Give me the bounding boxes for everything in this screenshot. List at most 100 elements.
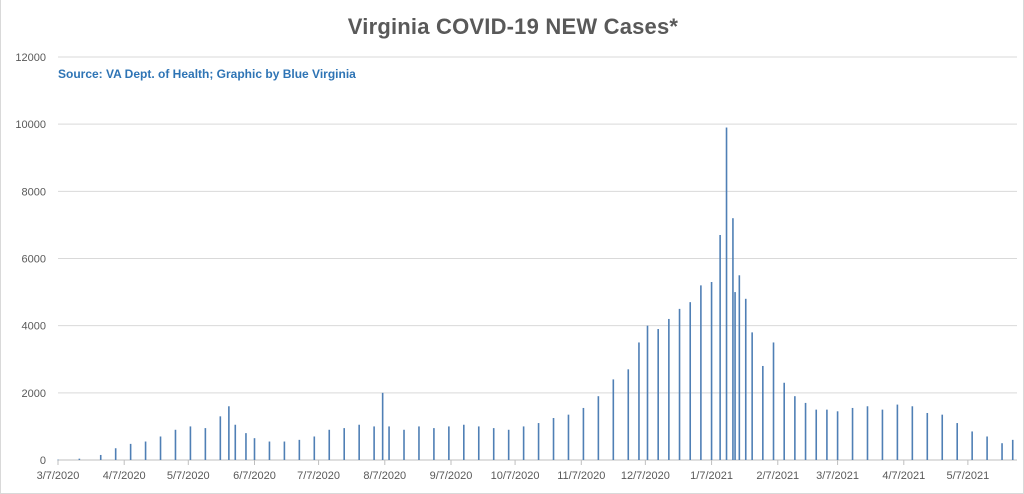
- bar: [358, 424, 360, 460]
- bar: [738, 275, 741, 460]
- bar: [734, 292, 736, 460]
- x-tick-label: 4/7/2021: [882, 470, 925, 482]
- bar: [986, 436, 988, 460]
- bar: [926, 412, 929, 460]
- bar: [710, 282, 713, 460]
- bar: [762, 365, 764, 460]
- x-tick-label: 10/7/2020: [491, 470, 540, 482]
- bar: [144, 441, 147, 460]
- bar: [794, 396, 796, 460]
- bar: [298, 439, 301, 460]
- bar: [744, 298, 747, 460]
- bar: [911, 406, 914, 460]
- x-tick-label: 6/7/2020: [233, 470, 276, 482]
- source-note: Source: VA Dept. of Health; Graphic by B…: [58, 67, 356, 81]
- bar: [174, 429, 177, 460]
- bar: [245, 433, 247, 460]
- x-tick-label: 12/7/2020: [621, 470, 670, 482]
- bar: [228, 406, 230, 460]
- bar: [638, 342, 640, 460]
- bar: [189, 426, 192, 460]
- bar: [219, 416, 222, 460]
- bar: [732, 218, 734, 460]
- bar: [283, 441, 286, 460]
- bar: [896, 404, 899, 460]
- bar: [826, 409, 828, 461]
- bar: [582, 407, 585, 460]
- bar: [725, 127, 728, 460]
- bar: [719, 234, 721, 460]
- bar: [268, 441, 271, 460]
- bar: [804, 402, 807, 460]
- bar: [881, 409, 884, 461]
- bar: [646, 325, 649, 460]
- x-tick-label: 3/7/2021: [816, 470, 859, 482]
- bar: [971, 431, 973, 460]
- bar: [381, 392, 384, 460]
- x-tick-label: 11/7/2020: [557, 470, 605, 482]
- bar: [567, 414, 570, 460]
- bar: [627, 369, 630, 460]
- bar: [678, 308, 681, 461]
- bar: [129, 443, 132, 460]
- bar: [492, 428, 495, 460]
- bar: [836, 411, 839, 460]
- y-tick-label: 12000: [15, 52, 46, 64]
- bar: [433, 428, 435, 460]
- y-tick-label: 8000: [22, 186, 46, 198]
- x-tick-label: 3/7/2020: [37, 470, 80, 482]
- bar: [689, 302, 692, 460]
- bar: [114, 448, 117, 460]
- bar: [522, 426, 525, 460]
- bar: [507, 429, 510, 460]
- bar: [851, 407, 854, 460]
- bar: [552, 418, 555, 460]
- bar: [772, 342, 775, 460]
- bar: [597, 396, 600, 460]
- chart-title: Virginia COVID-19 NEW Cases*: [347, 14, 679, 39]
- y-tick-label: 0: [40, 455, 46, 467]
- bar: [783, 382, 785, 460]
- x-tick-label: 5/7/2021: [946, 470, 989, 482]
- y-tick-label: 4000: [22, 321, 46, 333]
- bar: [204, 428, 207, 460]
- x-tick-label: 1/7/2021: [690, 470, 733, 482]
- bar: [1001, 443, 1003, 460]
- x-tick-label: 5/7/2020: [167, 470, 210, 482]
- bar: [1011, 439, 1014, 460]
- bar: [866, 406, 869, 460]
- y-tick-label: 10000: [15, 119, 46, 131]
- bar: [657, 329, 659, 460]
- bar: [343, 428, 345, 460]
- bar: [328, 429, 331, 460]
- bar: [751, 332, 753, 460]
- bar: [99, 454, 102, 460]
- bar: [159, 436, 162, 460]
- bar: [612, 379, 615, 460]
- bar: [313, 436, 316, 460]
- bar: [57, 459, 59, 461]
- bar: [477, 426, 480, 460]
- bar: [448, 426, 450, 460]
- bar: [815, 409, 818, 461]
- x-tick-label: 9/7/2020: [430, 470, 473, 482]
- bar: [463, 424, 465, 460]
- bar: [537, 423, 540, 460]
- bar: [941, 414, 944, 460]
- bar: [956, 423, 958, 460]
- bar: [668, 318, 670, 460]
- x-tick-label: 4/7/2020: [103, 470, 146, 482]
- bar: [253, 438, 256, 460]
- x-tick-label: 7/7/2020: [297, 470, 340, 482]
- y-tick-label: 6000: [22, 254, 46, 266]
- bar: [403, 429, 405, 460]
- bar: [418, 426, 420, 460]
- bar: [388, 426, 390, 460]
- bar: [234, 424, 237, 460]
- x-tick-label: 2/7/2021: [756, 470, 799, 482]
- bar: [78, 458, 81, 460]
- bar: [700, 285, 702, 460]
- bar: [373, 426, 375, 460]
